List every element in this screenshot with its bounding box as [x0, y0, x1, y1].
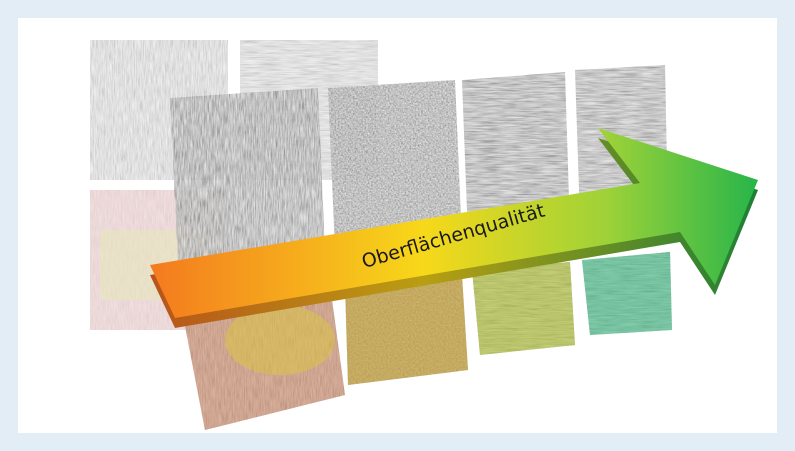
arrow-body [150, 128, 758, 318]
